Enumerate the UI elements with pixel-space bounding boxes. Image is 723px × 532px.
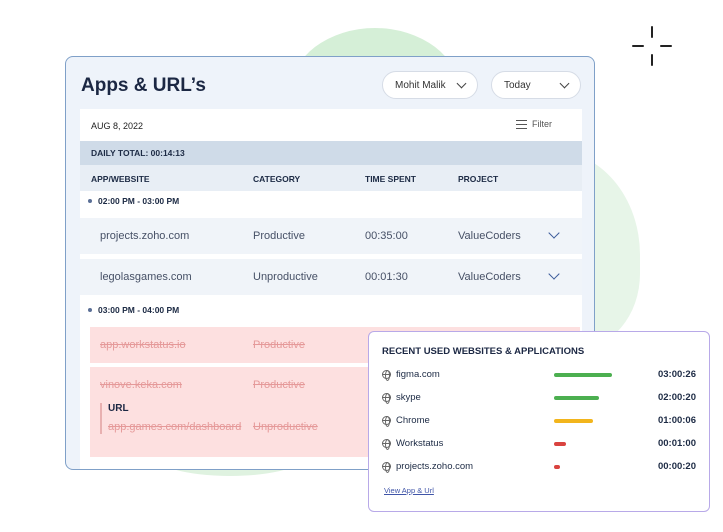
chevron-down-icon[interactable] xyxy=(548,227,560,239)
date-select[interactable]: Today xyxy=(491,71,581,99)
recent-item-time: 00:01:00 xyxy=(657,438,696,449)
recent-title: RECENT USED WEBSITES & APPLICATIONS xyxy=(382,346,585,357)
time-slot-label: 02:00 PM - 03:00 PM xyxy=(98,196,180,206)
filter-icon xyxy=(516,119,527,129)
recent-item[interactable]: Chrome 01:00:06 xyxy=(382,413,698,429)
row-site: legolasgames.com xyxy=(100,271,192,283)
recent-item[interactable]: skype 02:00:20 xyxy=(382,390,698,406)
column-header: CATEGORY xyxy=(253,174,301,184)
row-project: ValueCoders xyxy=(458,271,521,283)
globe-icon xyxy=(382,439,391,450)
report-date: AUG 8, 2022 xyxy=(91,121,144,131)
row-category: Unproductive xyxy=(253,271,318,283)
recent-item[interactable]: figma.com 03:00:26 xyxy=(382,367,698,383)
globe-icon xyxy=(382,416,391,427)
globe-icon xyxy=(382,462,391,473)
recent-item-name: skype xyxy=(396,392,421,403)
row-site: projects.zoho.com xyxy=(100,230,190,242)
recent-item-time: 02:00:20 xyxy=(657,392,696,403)
filter-button[interactable]: Filter xyxy=(516,119,552,129)
url-category: Unproductive xyxy=(253,421,318,433)
view-app-url-link[interactable]: View App & Url xyxy=(384,486,434,495)
date-select-value: Today xyxy=(504,79,531,91)
recent-item-name: Workstatus xyxy=(396,438,444,449)
usage-bar xyxy=(554,419,593,423)
url-detail: URL xyxy=(100,403,129,434)
recent-item-name: projects.zoho.com xyxy=(396,461,474,472)
chevron-down-icon xyxy=(456,78,467,88)
time-slot-header: 02:00 PM - 03:00 PM xyxy=(88,196,179,206)
row-project: ValueCoders xyxy=(458,230,521,242)
sparkle-icon xyxy=(630,24,674,68)
recent-item-time: 00:00:20 xyxy=(657,461,696,472)
usage-bar xyxy=(554,465,560,469)
row-category: Productive xyxy=(253,379,305,391)
column-header: PROJECT xyxy=(458,174,499,184)
chevron-down-icon[interactable] xyxy=(548,268,560,280)
table-header: APP/WEBSITE CATEGORY TIME SPENT PROJECT xyxy=(80,165,582,191)
usage-bar xyxy=(554,442,566,446)
user-select-value: Mohit Malik xyxy=(395,79,446,91)
table-row[interactable]: legolasgames.com Unproductive 00:01:30 V… xyxy=(80,259,582,295)
row-site: app.workstatus.io xyxy=(100,339,186,351)
row-time: 00:01:30 xyxy=(365,271,408,283)
recent-item-time: 03:00:26 xyxy=(657,369,696,380)
user-select[interactable]: Mohit Malik xyxy=(382,71,478,99)
row-site: vinove.keka.com xyxy=(100,379,182,391)
column-header: TIME SPENT xyxy=(365,174,417,184)
usage-bar xyxy=(554,373,612,377)
row-time: 00:35:00 xyxy=(365,230,408,242)
recent-item-time: 01:00:06 xyxy=(657,415,696,426)
usage-bar xyxy=(554,396,599,400)
recent-item[interactable]: projects.zoho.com 00:00:20 xyxy=(382,459,698,475)
row-category: Productive xyxy=(253,230,305,242)
globe-icon xyxy=(382,393,391,404)
recent-item[interactable]: Workstatus 00:01:00 xyxy=(382,436,698,452)
bullet-icon xyxy=(88,199,92,203)
recent-item-name: Chrome xyxy=(396,415,430,426)
time-slot-label: 03:00 PM - 04:00 PM xyxy=(98,305,180,315)
url-label: URL xyxy=(108,403,129,414)
url-value[interactable]: app.games.com/dashboard xyxy=(108,421,242,433)
chevron-down-icon xyxy=(559,78,570,88)
time-slot-header: 03:00 PM - 04:00 PM xyxy=(88,305,179,315)
globe-icon xyxy=(382,370,391,381)
filter-label: Filter xyxy=(532,119,552,129)
column-header: APP/WEBSITE xyxy=(91,174,150,184)
recent-item-name: figma.com xyxy=(396,369,440,380)
recent-apps-panel: RECENT USED WEBSITES & APPLICATIONS figm… xyxy=(368,331,710,512)
row-category: Productive xyxy=(253,339,305,351)
page-title: Apps & URL’s xyxy=(81,75,206,96)
bullet-icon xyxy=(88,308,92,312)
daily-total: DAILY TOTAL: 00:14:13 xyxy=(80,141,582,165)
table-row[interactable]: projects.zoho.com Productive 00:35:00 Va… xyxy=(80,218,582,254)
